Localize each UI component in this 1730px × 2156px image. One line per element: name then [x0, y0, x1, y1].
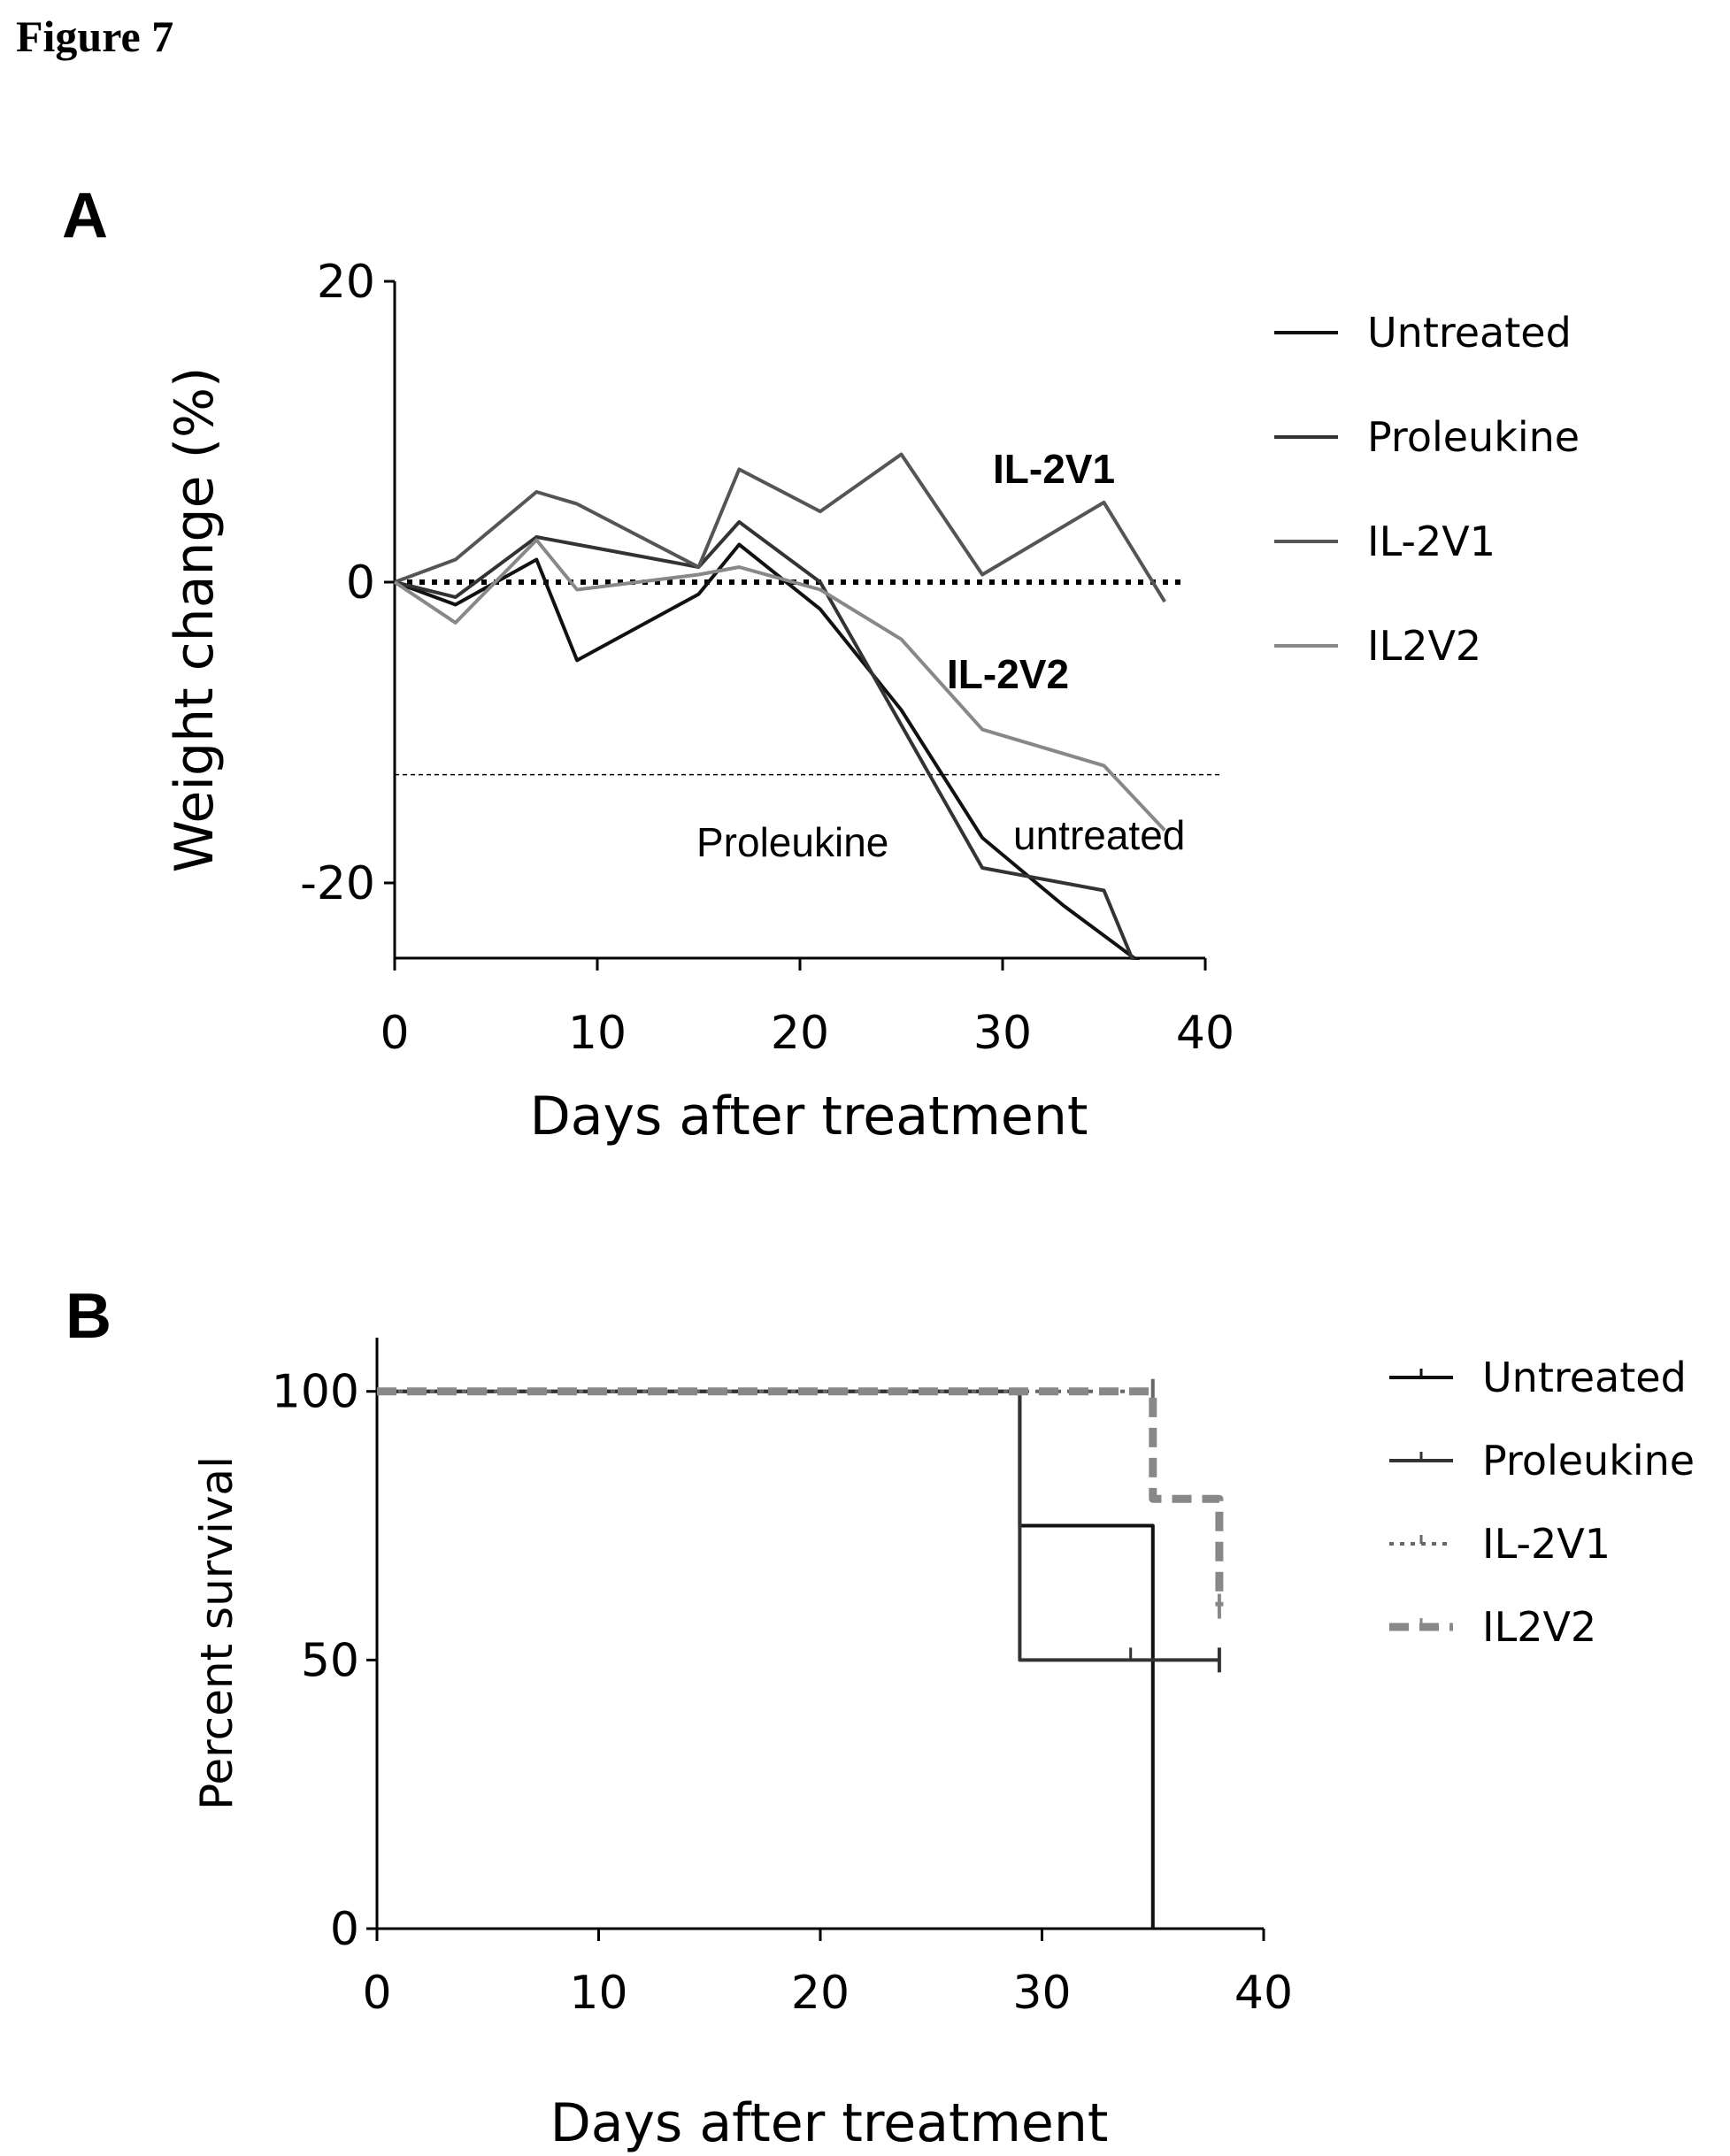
x-tick-label: 10: [569, 1967, 627, 2020]
x-tick-label: 30: [1012, 1967, 1071, 2020]
chart-panel-a: A -20 0 20 0 10 20 30 40 Days after treatment Weig…: [62, 180, 1580, 1147]
series-line-il2v2: [393, 538, 1166, 832]
plot-area: [377, 1378, 1224, 1929]
series-line-il-2v1: [394, 452, 1166, 603]
y-tick-label: -20: [300, 857, 375, 910]
legend-label-untreated: Untreated: [1367, 309, 1572, 357]
legend-label-proleukine: Proleukine: [1367, 413, 1580, 461]
annotation-label: IL-2V1: [993, 446, 1115, 492]
annotation-label: IL-2V2: [947, 651, 1069, 697]
x-axis-title: Days after treatment: [530, 1086, 1088, 1147]
y-tick-label: 100: [272, 1366, 359, 1419]
plot-area: [393, 452, 1166, 960]
y-tick-label: 0: [330, 1903, 359, 1956]
x-tick-label: 20: [771, 1007, 829, 1060]
y-axis-title: Weight change (%): [164, 367, 226, 873]
x-tick-label: 20: [791, 1967, 850, 2020]
chart-panel-b: B 0 50 100 0 10 20 30 40 Days after treatment Perc…: [65, 1281, 1695, 2154]
x-tick-label: 10: [568, 1007, 627, 1060]
x-tick-label: 30: [973, 1007, 1032, 1060]
y-tick-label: 20: [317, 256, 375, 309]
legend-label-proleukine: Proleukine: [1482, 1437, 1695, 1485]
x-tick-label: 0: [380, 1007, 409, 1060]
y-tick-label: 0: [346, 556, 375, 610]
panel-letter-a: A: [62, 180, 108, 251]
annotation-label: untreated: [1013, 812, 1185, 858]
series-line-il2v2: [377, 1387, 1224, 1607]
legend-label-il2v2: IL2V2: [1367, 622, 1481, 670]
x-tick-label: 0: [362, 1967, 391, 2020]
x-axis-title: Days after treatment: [550, 2092, 1109, 2154]
x-tick-label: 40: [1176, 1007, 1234, 1060]
legend-label-untreated: Untreated: [1482, 1354, 1687, 1401]
figure-title: Figure 7: [16, 12, 174, 61]
panel-letter-b: B: [65, 1281, 111, 1352]
series-line-proleukine: [394, 520, 1135, 960]
series-line-untreated: [394, 542, 1140, 960]
legend-label-il-2v1: IL-2V1: [1367, 518, 1495, 565]
legend-label-il2v2: IL2V2: [1482, 1603, 1596, 1651]
legend-label-il-2v1: IL-2V1: [1482, 1520, 1611, 1568]
y-tick-label: 50: [301, 1634, 359, 1687]
x-tick-label: 40: [1234, 1967, 1293, 2020]
annotation-label: Proleukine: [696, 819, 888, 865]
y-axis-title: Percent survival: [191, 1456, 242, 1810]
